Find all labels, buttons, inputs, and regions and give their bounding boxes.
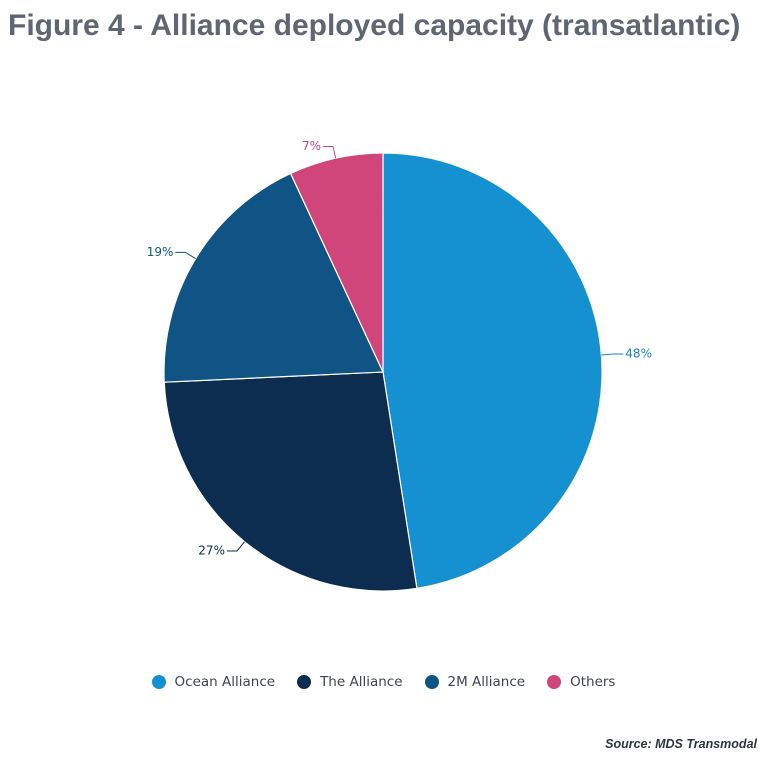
leader-line-2m-alliance bbox=[175, 251, 196, 260]
label-leader-lines bbox=[175, 145, 624, 552]
leader-line-ocean-alliance bbox=[601, 353, 624, 356]
legend-label-others: Others bbox=[570, 674, 616, 690]
legend-item-others[interactable]: Others bbox=[547, 674, 615, 690]
legend-item-the-alliance[interactable]: The Alliance bbox=[297, 674, 403, 690]
legend-label-2m-alliance: 2M Alliance bbox=[447, 674, 526, 690]
slice-ocean-alliance[interactable] bbox=[382, 152, 603, 589]
legend-marker-ocean-alliance bbox=[151, 675, 166, 689]
leader-line-the-alliance bbox=[226, 541, 245, 552]
legend-item-2m-alliance[interactable]: 2M Alliance bbox=[424, 674, 526, 690]
legend-label-ocean-alliance: Ocean Alliance bbox=[174, 674, 276, 690]
legend-marker-others bbox=[547, 675, 562, 689]
legend-marker-2m-alliance bbox=[424, 675, 439, 689]
source-note: Source: MDS Transmodal bbox=[605, 737, 757, 751]
legend-label-the-alliance: The Alliance bbox=[320, 674, 403, 690]
slice-2m-alliance[interactable] bbox=[163, 172, 384, 383]
data-label-the-alliance: 27% bbox=[198, 543, 225, 557]
leader-line-others bbox=[323, 145, 337, 159]
data-label-others: 7% bbox=[302, 139, 321, 153]
pie-slices bbox=[163, 152, 603, 592]
legend-marker-the-alliance bbox=[297, 675, 312, 689]
slice-the-alliance[interactable] bbox=[163, 371, 418, 592]
slice-others[interactable] bbox=[290, 152, 384, 373]
data-label-ocean-alliance: 48% bbox=[625, 347, 652, 361]
legend: Ocean Alliance The Alliance 2M Alliance … bbox=[0, 671, 767, 693]
chart-title: Figure 4 - Alliance deployed capacity (t… bbox=[8, 9, 741, 42]
slice-labels: 48% 27% 19% 7% bbox=[147, 139, 652, 558]
data-label-2m-alliance: 19% bbox=[147, 245, 174, 259]
legend-item-ocean-alliance[interactable]: Ocean Alliance bbox=[151, 674, 276, 690]
